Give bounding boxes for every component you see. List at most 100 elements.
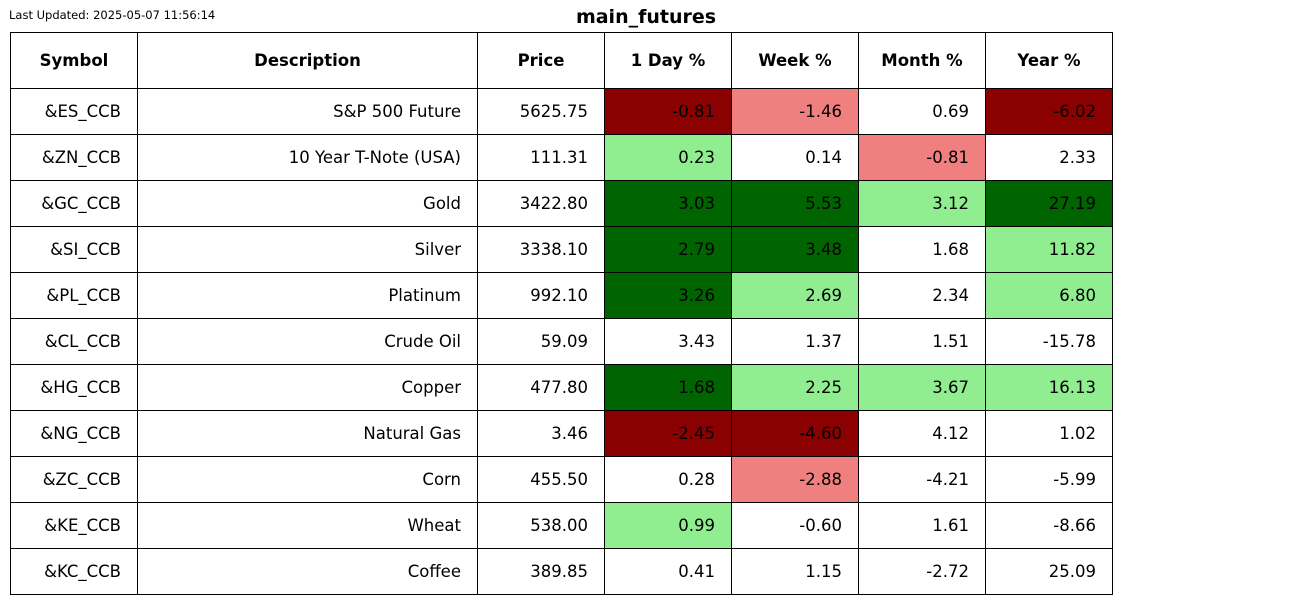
table-row: &SI_CCB Silver 3338.10 2.79 3.48 1.68 11.82	[10, 226, 1113, 273]
cell-description: Crude Oil	[137, 318, 478, 365]
cell-year-pct: 25.09	[985, 548, 1113, 595]
column-header-price: Price	[477, 32, 605, 89]
cell-symbol: &ZC_CCB	[10, 456, 138, 503]
cell-1-day-pct: 0.99	[604, 502, 732, 549]
futures-table: Symbol Description Price 1 Day % Week % …	[10, 32, 1113, 595]
cell-price: 3422.80	[477, 180, 605, 227]
cell-week-pct: -0.60	[731, 502, 859, 549]
table-row: &PL_CCB Platinum 992.10 3.26 2.69 2.34 6.80	[10, 272, 1113, 319]
cell-1-day-pct: 0.28	[604, 456, 732, 503]
cell-month-pct: 1.61	[858, 502, 986, 549]
cell-symbol: &ZN_CCB	[10, 134, 138, 181]
cell-week-pct: 1.15	[731, 548, 859, 595]
cell-1-day-pct: 3.43	[604, 318, 732, 365]
cell-month-pct: -4.21	[858, 456, 986, 503]
cell-month-pct: 3.67	[858, 364, 986, 411]
cell-1-day-pct: 0.23	[604, 134, 732, 181]
cell-description: Silver	[137, 226, 478, 273]
cell-1-day-pct: -2.45	[604, 410, 732, 457]
cell-year-pct: -8.66	[985, 502, 1113, 549]
cell-year-pct: 11.82	[985, 226, 1113, 273]
cell-description: Platinum	[137, 272, 478, 319]
cell-description: Copper	[137, 364, 478, 411]
table-body: &ES_CCB S&P 500 Future 5625.75 -0.81 -1.46 0.…	[10, 88, 1113, 595]
cell-symbol: &KC_CCB	[10, 548, 138, 595]
cell-price: 389.85	[477, 548, 605, 595]
cell-week-pct: -1.46	[731, 88, 859, 135]
table-row: &HG_CCB Copper 477.80 1.68 2.25 3.67 16.13	[10, 364, 1113, 411]
cell-week-pct: 5.53	[731, 180, 859, 227]
column-header-1-day-pct: 1 Day %	[604, 32, 732, 89]
cell-symbol: &CL_CCB	[10, 318, 138, 365]
table-title: main_futures	[575, 6, 717, 28]
cell-price: 111.31	[477, 134, 605, 181]
table-row: &ZN_CCB 10 Year T-Note (USA) 111.31 0.23 0.1…	[10, 134, 1113, 181]
cell-month-pct: -0.81	[858, 134, 986, 181]
column-header-month-pct: Month %	[858, 32, 986, 89]
cell-month-pct: 4.12	[858, 410, 986, 457]
cell-symbol: &KE_CCB	[10, 502, 138, 549]
cell-month-pct: 0.69	[858, 88, 986, 135]
cell-month-pct: 1.68	[858, 226, 986, 273]
column-header-week-pct: Week %	[731, 32, 859, 89]
table-row: &KC_CCB Coffee 389.85 0.41 1.15 -2.72 25.09	[10, 548, 1113, 595]
cell-price: 3338.10	[477, 226, 605, 273]
header-row: Symbol Description Price 1 Day % Week % …	[10, 32, 1113, 89]
cell-description: S&P 500 Future	[137, 88, 478, 135]
cell-year-pct: -15.78	[985, 318, 1113, 365]
cell-1-day-pct: 0.41	[604, 548, 732, 595]
cell-description: Wheat	[137, 502, 478, 549]
cell-description: Natural Gas	[137, 410, 478, 457]
cell-year-pct: -6.02	[985, 88, 1113, 135]
table-row: &GC_CCB Gold 3422.80 3.03 5.53 3.12 27.19	[10, 180, 1113, 227]
cell-price: 3.46	[477, 410, 605, 457]
cell-price: 455.50	[477, 456, 605, 503]
column-header-symbol: Symbol	[10, 32, 138, 89]
cell-1-day-pct: 3.26	[604, 272, 732, 319]
cell-month-pct: 2.34	[858, 272, 986, 319]
cell-week-pct: 1.37	[731, 318, 859, 365]
cell-symbol: &HG_CCB	[10, 364, 138, 411]
cell-price: 538.00	[477, 502, 605, 549]
cell-price: 477.80	[477, 364, 605, 411]
cell-week-pct: 2.69	[731, 272, 859, 319]
cell-year-pct: 1.02	[985, 410, 1113, 457]
table-row: &CL_CCB Crude Oil 59.09 3.43 1.37 1.51 -15.78	[10, 318, 1113, 365]
cell-week-pct: 3.48	[731, 226, 859, 273]
cell-year-pct: 16.13	[985, 364, 1113, 411]
cell-year-pct: 6.80	[985, 272, 1113, 319]
cell-price: 59.09	[477, 318, 605, 365]
cell-1-day-pct: -0.81	[604, 88, 732, 135]
cell-symbol: &ES_CCB	[10, 88, 138, 135]
cell-symbol: &SI_CCB	[10, 226, 138, 273]
cell-year-pct: 2.33	[985, 134, 1113, 181]
cell-year-pct: -5.99	[985, 456, 1113, 503]
cell-week-pct: -4.60	[731, 410, 859, 457]
cell-description: Coffee	[137, 548, 478, 595]
cell-month-pct: 3.12	[858, 180, 986, 227]
cell-description: Gold	[137, 180, 478, 227]
cell-symbol: &NG_CCB	[10, 410, 138, 457]
cell-month-pct: -2.72	[858, 548, 986, 595]
table-row: &KE_CCB Wheat 538.00 0.99 -0.60 1.61 -8.66	[10, 502, 1113, 549]
cell-description: Corn	[137, 456, 478, 503]
table-row: &NG_CCB Natural Gas 3.46 -2.45 -4.60 4.12 1.02	[10, 410, 1113, 457]
cell-1-day-pct: 3.03	[604, 180, 732, 227]
cell-price: 992.10	[477, 272, 605, 319]
cell-symbol: &GC_CCB	[10, 180, 138, 227]
cell-price: 5625.75	[477, 88, 605, 135]
last-updated-label: Last Updated: 2025-05-07 11:56:14	[9, 8, 216, 22]
cell-description: 10 Year T-Note (USA)	[137, 134, 478, 181]
cell-1-day-pct: 1.68	[604, 364, 732, 411]
cell-1-day-pct: 2.79	[604, 226, 732, 273]
cell-month-pct: 1.51	[858, 318, 986, 365]
column-header-description: Description	[137, 32, 478, 89]
cell-symbol: &PL_CCB	[10, 272, 138, 319]
table-row: &ZC_CCB Corn 455.50 0.28 -2.88 -4.21 -5.99	[10, 456, 1113, 503]
column-header-year-pct: Year %	[985, 32, 1113, 89]
cell-week-pct: 0.14	[731, 134, 859, 181]
cell-week-pct: 2.25	[731, 364, 859, 411]
cell-year-pct: 27.19	[985, 180, 1113, 227]
table-row: &ES_CCB S&P 500 Future 5625.75 -0.81 -1.46 0.…	[10, 88, 1113, 135]
cell-week-pct: -2.88	[731, 456, 859, 503]
